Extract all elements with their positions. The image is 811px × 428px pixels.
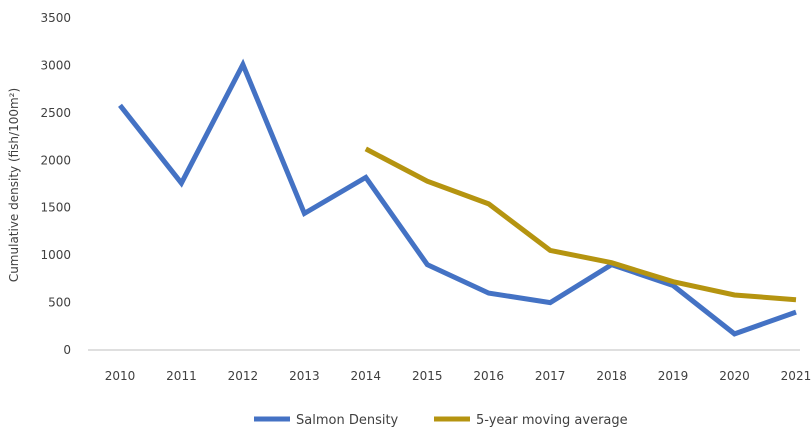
y-tick-label: 500 — [48, 296, 71, 310]
y-tick-label: 2500 — [40, 106, 71, 120]
x-tick-label: 2020 — [719, 369, 750, 383]
y-tick-label: 2000 — [40, 153, 71, 167]
y-tick-label: 3000 — [40, 58, 71, 72]
y-tick-label: 3500 — [40, 11, 71, 25]
x-tick-label: 2021 — [781, 369, 811, 383]
x-tick-label: 2017 — [535, 369, 566, 383]
y-tick-label: 1000 — [40, 248, 71, 262]
x-tick-label: 2019 — [658, 369, 689, 383]
x-tick-label: 2018 — [596, 369, 627, 383]
x-tick-label: 2016 — [473, 369, 504, 383]
x-tick-label: 2011 — [166, 369, 197, 383]
x-axis-ticks: 2010 2011 2012 2013 2014 2015 2016 2017 2018 2019… — [105, 369, 811, 383]
series-line-moving-average — [364, 146, 797, 303]
x-tick-label: 2010 — [105, 369, 136, 383]
legend-label-moving-average: 5-year moving average — [476, 413, 628, 428]
series-line-salmon-density — [118, 58, 797, 337]
legend: Salmon Density 5-year moving average — [254, 413, 628, 428]
x-tick-label: 2012 — [228, 369, 259, 383]
y-tick-label: 0 — [63, 343, 71, 357]
y-axis-ticks: 0 500 1000 1500 2000 2500 3000 3500 — [40, 11, 71, 357]
x-tick-label: 2013 — [289, 369, 320, 383]
x-tick-label: 2014 — [351, 369, 382, 383]
series-layer — [118, 58, 797, 337]
y-tick-label: 1500 — [40, 201, 71, 215]
legend-label-salmon-density: Salmon Density — [296, 413, 399, 428]
y-axis-title: Cumulative density (fish/100m²) — [7, 88, 21, 282]
x-tick-label: 2015 — [412, 369, 443, 383]
